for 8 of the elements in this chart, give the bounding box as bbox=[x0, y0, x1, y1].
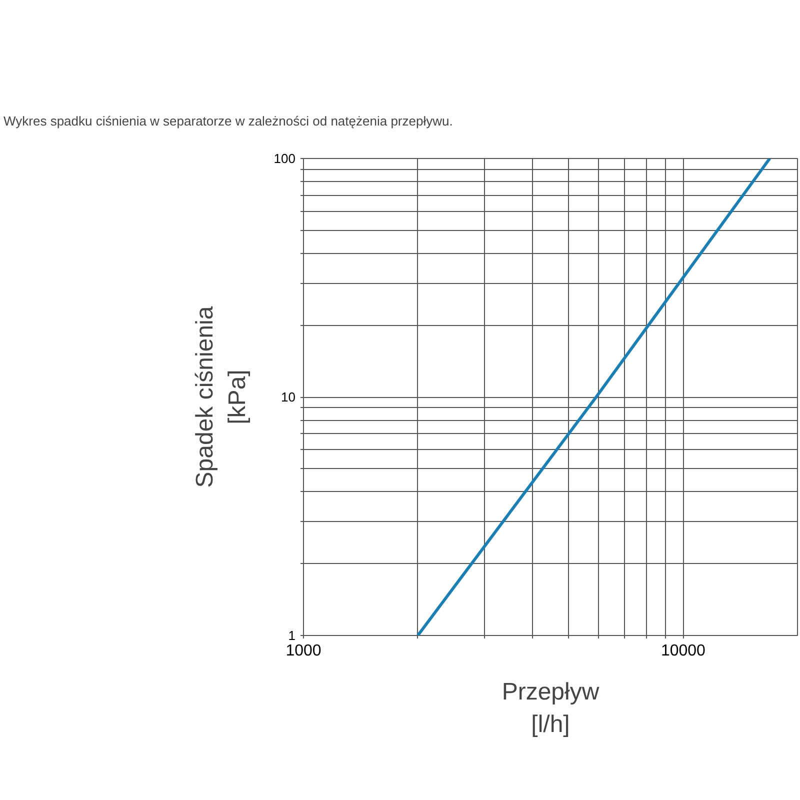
chart-title: Wykres spadku ciśnienia w separatorze w zależności od natężenia przepływu. bbox=[4, 114, 453, 128]
x-axis-title: Przepływ [l/h] bbox=[502, 678, 600, 738]
y-tick-label: 10 bbox=[281, 390, 296, 404]
y-axis-title: Spadek ciśnienia [kPa] bbox=[191, 306, 251, 488]
y-tick-label: 100 bbox=[274, 151, 296, 166]
x-tick-label: 10000 bbox=[660, 642, 706, 660]
y-tick-label: 1 bbox=[288, 628, 296, 643]
x-tick-label: 1000 bbox=[286, 642, 322, 660]
